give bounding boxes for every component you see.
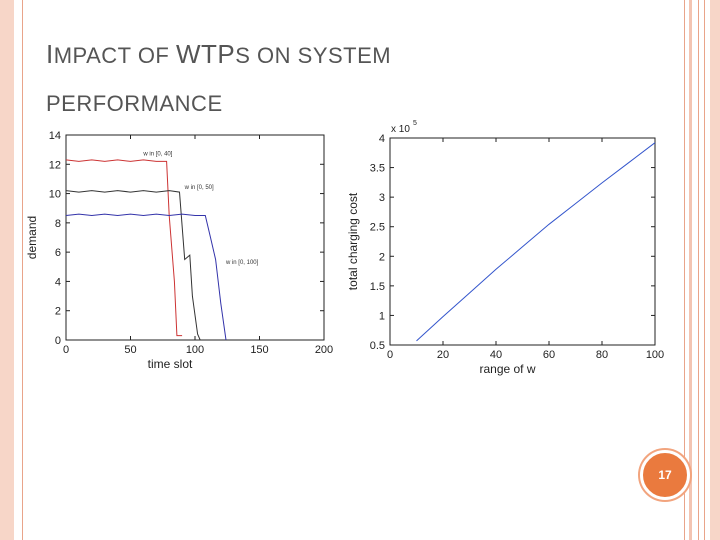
plot-frame [389, 137, 656, 346]
series-line [65, 213, 227, 341]
y-tick-label: 0.5 [370, 340, 385, 352]
x-tick-label: 20 [437, 349, 449, 361]
y-tick-label: 2 [379, 251, 385, 263]
y-tick-label: 2 [55, 306, 61, 318]
y-tick-label: 14 [49, 130, 61, 142]
page-number-badge: 17 [640, 450, 690, 500]
y-tick-label: 2.5 [370, 222, 385, 234]
y-tick-label: 3 [379, 192, 385, 204]
y-tick-label: 4 [55, 276, 61, 288]
y-tick-label: 10 [49, 189, 61, 201]
demand-chart: 0 50 100 150 200 0 2 4 6 8 10 12 14 time slot demand w … [25, 130, 333, 371]
y-tick-label: 0 [55, 335, 61, 347]
y-tick-label: 3.5 [370, 163, 385, 175]
y-axis-label: demand [25, 216, 39, 259]
x-tick-label: 80 [596, 349, 608, 361]
exponent-power: 5 [413, 120, 417, 127]
decor-left-line [22, 0, 23, 540]
charging-cost-chart: 0 20 40 60 80 100 0.5 1 1.5 2 2.5 3 3.5 4 range of w to… [346, 120, 664, 376]
series-line [65, 190, 201, 341]
decor-right-band [689, 0, 692, 540]
title-line-2: PERFORMANCE [46, 91, 223, 116]
plot-frame [65, 134, 325, 341]
y-tick-label: 1 [379, 310, 385, 322]
decor-right-edge [710, 0, 720, 540]
x-tick-label: 40 [490, 349, 502, 361]
x-tick-label: 50 [124, 344, 136, 356]
x-tick-label: 200 [315, 344, 333, 356]
series-line [416, 142, 656, 342]
slide-title: IMPACT OF WTPS ON SYSTEM PERFORMANCE [46, 30, 466, 128]
x-tick-label: 0 [63, 344, 69, 356]
decor-right-line [684, 0, 685, 540]
x-axis-label: time slot [148, 357, 193, 371]
series-line [65, 159, 183, 337]
y-tick-label: 12 [49, 159, 61, 171]
y-tick-label: 1.5 [370, 281, 385, 293]
title-line-1: IMPACT OF WTPS ON SYSTEM [46, 39, 392, 69]
x-tick-label: 60 [543, 349, 555, 361]
exponent-label: x 10 [391, 124, 410, 135]
decor-right-line [698, 0, 699, 540]
x-tick-label: 0 [387, 349, 393, 361]
y-tick-label: 6 [55, 247, 61, 259]
x-tick-label: 100 [186, 344, 204, 356]
x-axis-label: range of w [479, 362, 535, 376]
x-tick-label: 100 [646, 349, 664, 361]
y-axis-label: total charging cost [346, 192, 360, 290]
series-label: w in [0, 100] [225, 260, 259, 266]
series-label: w in [0, 40] [142, 152, 172, 158]
decor-right-line [704, 0, 705, 540]
decor-left-band [0, 0, 14, 540]
y-tick-label: 8 [55, 218, 61, 230]
series-label: w in [0, 50] [184, 185, 214, 191]
x-tick-label: 150 [250, 344, 268, 356]
y-tick-label: 4 [379, 133, 385, 145]
